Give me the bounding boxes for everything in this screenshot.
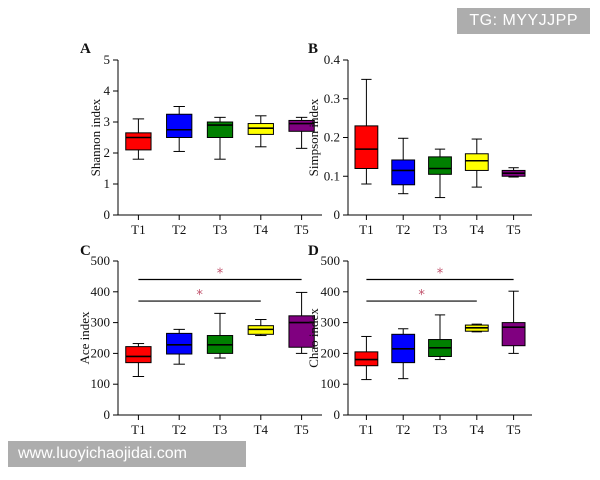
x-tick-label: T1 xyxy=(359,222,373,237)
y-axis-title: Chao index xyxy=(306,308,321,368)
significance-bracket: * xyxy=(138,288,261,303)
y-tick-label: 0 xyxy=(334,407,341,422)
x-tick-label: T4 xyxy=(254,222,269,237)
y-axis-title: Simpson index xyxy=(306,98,321,176)
panel-a: A Shannon index 0 1 2 3 4 5 T1 T2 T3 T4 T5 xyxy=(80,41,322,237)
x-tick-label: T5 xyxy=(294,222,308,237)
x-tick-label: T5 xyxy=(506,422,520,437)
box-t5 xyxy=(501,290,526,354)
panel-letter: B xyxy=(308,41,318,57)
box-t3 xyxy=(206,312,234,359)
box-t5 xyxy=(288,291,315,354)
box-t1 xyxy=(125,343,152,377)
x-tick-label: T5 xyxy=(294,422,308,437)
box-t3 xyxy=(428,148,452,199)
x-tick-label: T2 xyxy=(172,422,186,437)
significance-star: * xyxy=(418,288,425,303)
box-t4 xyxy=(247,115,274,148)
x-tick-label: T1 xyxy=(359,422,373,437)
x-tick-label: T2 xyxy=(396,222,410,237)
y-tick-label: 200 xyxy=(91,345,111,360)
iqr-box xyxy=(166,332,193,355)
y-tick-label: 500 xyxy=(91,253,111,268)
panel-b: B Simpson index 0 0.1 0.2 0.3 0.4 T1 T2 T3 T4 T5 xyxy=(306,41,532,237)
y-tick-label: 100 xyxy=(91,376,111,391)
box-t5 xyxy=(501,167,526,178)
iqr-box xyxy=(125,346,152,364)
y-tick-label: 5 xyxy=(104,52,111,67)
y-axis-title: Shannon index xyxy=(88,98,103,176)
x-tick-label: T3 xyxy=(213,422,227,437)
panel-c: C Ace index 0 100 200 300 400 500 T1 T2 T3 T4 T5 * * xyxy=(77,243,322,437)
significance-star: * xyxy=(217,266,224,281)
x-tick-label: T2 xyxy=(396,422,410,437)
significance-bracket: * xyxy=(366,288,477,303)
significance-bracket: * xyxy=(366,266,514,281)
iqr-box xyxy=(288,315,315,348)
box-t1 xyxy=(125,118,152,160)
box-t1 xyxy=(354,335,379,381)
x-tick-label: T3 xyxy=(433,222,447,237)
y-tick-label: 400 xyxy=(91,284,111,299)
box-t2 xyxy=(166,328,193,365)
y-tick-label: 3 xyxy=(104,114,111,129)
x-tick-label: T3 xyxy=(433,422,447,437)
y-tick-label: 300 xyxy=(321,315,341,330)
box-t2 xyxy=(391,137,416,195)
box-t4 xyxy=(247,319,274,337)
x-tick-label: T1 xyxy=(131,222,145,237)
x-tick-label: T1 xyxy=(131,422,145,437)
box-t4 xyxy=(464,138,489,188)
panel-d: D Chao index 0 100 200 300 400 500 T1 T2 T3 T4 T5 * * xyxy=(306,243,532,437)
box-t3 xyxy=(206,116,234,160)
y-tick-label: 0.1 xyxy=(324,168,340,183)
significance-star: * xyxy=(196,288,203,303)
iqr-box xyxy=(354,125,379,169)
panel-letter: A xyxy=(80,41,91,57)
y-tick-label: 300 xyxy=(91,315,111,330)
y-tick-label: 4 xyxy=(104,83,111,98)
y-tick-label: 0.4 xyxy=(324,52,341,67)
x-tick-label: T3 xyxy=(213,222,227,237)
y-tick-label: 0 xyxy=(334,207,341,222)
box-t1 xyxy=(354,78,379,185)
y-tick-label: 100 xyxy=(321,376,341,391)
box-t5 xyxy=(288,116,315,149)
panel-letter: D xyxy=(308,243,319,259)
iqr-box xyxy=(464,153,489,171)
significance-star: * xyxy=(437,266,444,281)
box-t3 xyxy=(428,314,452,361)
box-t4 xyxy=(464,323,489,333)
y-tick-label: 200 xyxy=(321,345,341,360)
x-tick-label: T5 xyxy=(506,222,520,237)
x-tick-label: T4 xyxy=(470,422,485,437)
y-tick-label: 400 xyxy=(321,284,341,299)
iqr-box xyxy=(428,156,452,175)
watermark-bottom: www.luoyichaojidai.com xyxy=(8,441,246,467)
x-tick-label: T2 xyxy=(172,222,186,237)
y-tick-label: 0 xyxy=(104,207,111,222)
y-tick-label: 0.3 xyxy=(324,91,340,106)
iqr-box xyxy=(288,119,315,132)
y-tick-label: 1 xyxy=(104,176,111,191)
y-axis-title: Ace index xyxy=(77,311,92,365)
y-tick-label: 500 xyxy=(321,253,341,268)
y-tick-label: 0.2 xyxy=(324,130,340,145)
y-tick-label: 0 xyxy=(104,407,111,422)
box-t2 xyxy=(391,328,416,380)
iqr-box xyxy=(391,159,416,186)
x-tick-label: T4 xyxy=(254,422,269,437)
iqr-box xyxy=(125,132,152,151)
panel-letter: C xyxy=(80,243,91,259)
significance-bracket: * xyxy=(138,266,302,281)
iqr-box xyxy=(166,113,193,138)
box-t2 xyxy=(166,106,193,152)
iqr-box xyxy=(501,322,526,347)
y-tick-label: 2 xyxy=(104,145,111,160)
watermark-top: TG: MYYJJPP xyxy=(457,8,590,34)
x-tick-label: T4 xyxy=(470,222,485,237)
